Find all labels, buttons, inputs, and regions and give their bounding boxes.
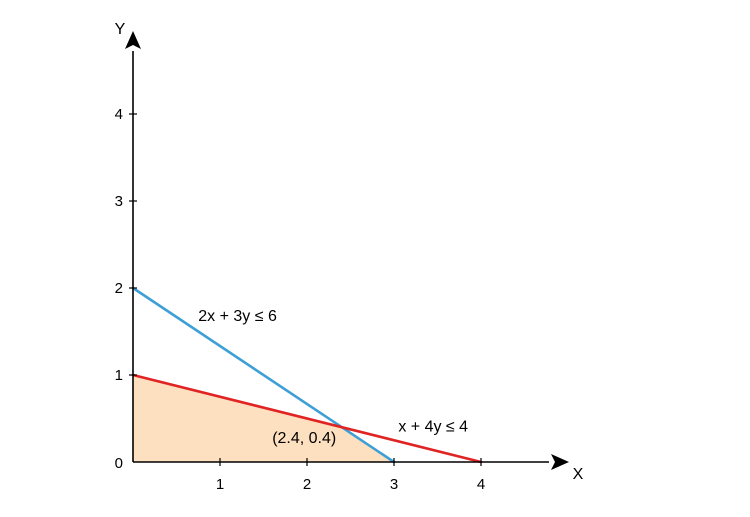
x-tick-label: 0 [115, 455, 123, 472]
feasible-region [133, 375, 394, 462]
y-tick-label: 2 [115, 280, 123, 297]
axis-ticks: 0 1 2 3 4 1 2 3 4 [115, 106, 486, 493]
y-axis-arrowhead [125, 31, 141, 49]
x-tick-label: 1 [216, 476, 224, 493]
constraint-line-1 [131, 286, 396, 464]
annotation-intersection: (2.4, 0.4) [272, 430, 336, 447]
y-tick-label: 4 [115, 106, 123, 123]
constraint-line-2 [131, 373, 483, 464]
x-tick-label: 4 [477, 476, 485, 493]
x-tick-label: 2 [303, 476, 311, 493]
y-axis-title: Y [115, 21, 126, 38]
x-axis-title: X [573, 466, 584, 483]
x-axis-arrowhead [551, 454, 569, 470]
constraint-lines [131, 286, 483, 464]
y-tick-label: 1 [115, 367, 123, 384]
y-tick-label: 3 [115, 193, 123, 210]
annotations: 2x + 3y ≤ 6 x + 4y ≤ 4 (2.4, 0.4) [198, 308, 468, 447]
annotation-line1: 2x + 3y ≤ 6 [198, 308, 277, 325]
x-tick-label: 3 [390, 476, 398, 493]
annotation-line2: x + 4y ≤ 4 [398, 419, 468, 436]
